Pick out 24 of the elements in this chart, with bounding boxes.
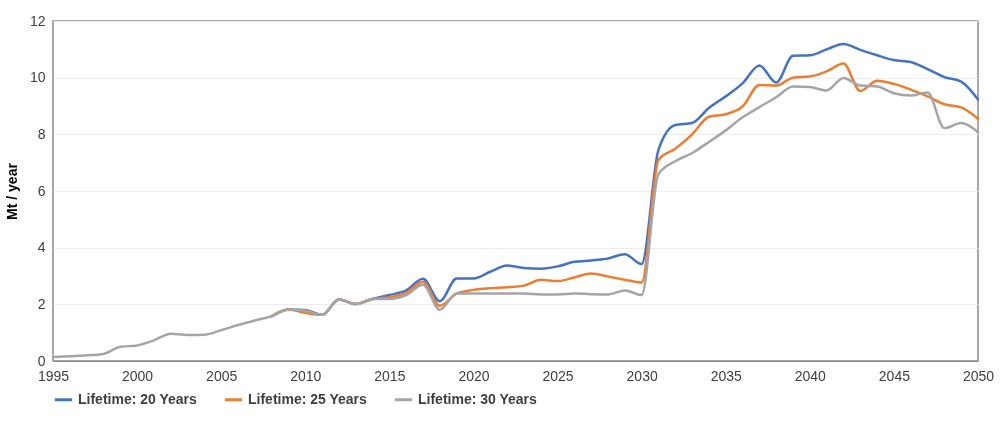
legend-label: Lifetime: 30 Years — [418, 390, 538, 407]
legend-label: Lifetime: 25 Years — [248, 390, 368, 407]
x-tick-label: 2040 — [794, 367, 827, 384]
y-axis-title: Mt / year — [3, 162, 20, 220]
legend-label: Lifetime: 20 Years — [78, 390, 198, 407]
y-tick-label: 10 — [29, 69, 46, 86]
y-tick-label: 0 — [37, 352, 46, 369]
x-tick-label: 2035 — [710, 367, 743, 384]
x-tick-label: 1995 — [37, 367, 70, 384]
x-tick-label: 2005 — [206, 367, 238, 384]
x-tick-label: 2015 — [374, 367, 406, 384]
x-tick-label: 2025 — [542, 367, 574, 384]
x-tick-label: 2030 — [626, 367, 658, 384]
y-tick-label: 6 — [37, 182, 46, 199]
x-tick-label: 2045 — [878, 367, 911, 384]
y-tick-label: 4 — [37, 239, 46, 256]
x-tick-label: 2010 — [290, 367, 322, 384]
x-tick-label: 2000 — [122, 367, 154, 384]
y-tick-label: 8 — [37, 125, 46, 142]
y-tick-label: 2 — [37, 295, 46, 312]
y-tick-label: 12 — [29, 12, 46, 29]
x-tick-label: 2020 — [458, 367, 490, 384]
line-series — [51, 76, 980, 359]
x-tick-label: 2050 — [962, 367, 995, 384]
